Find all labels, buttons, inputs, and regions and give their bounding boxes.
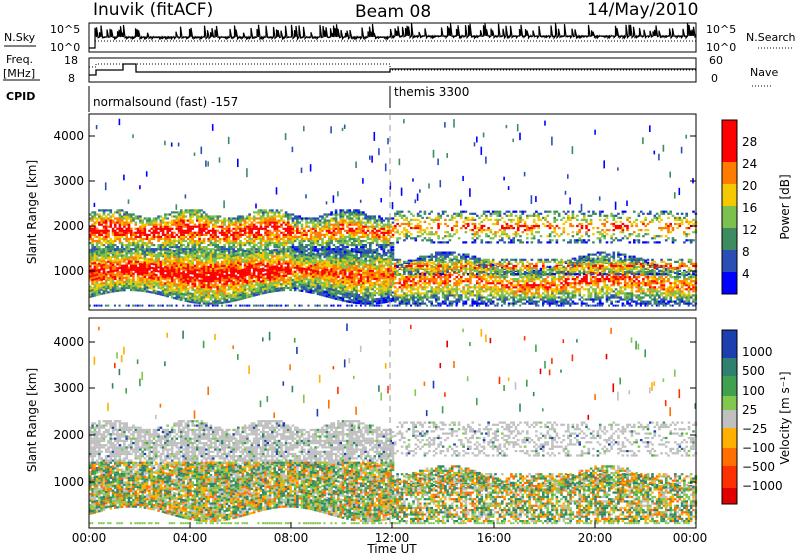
xtick-0400: 04:00 [173, 531, 208, 545]
power-cb-tick-28: 28 [742, 135, 757, 149]
power-colorbar: 4 8 12 16 20 24 28 Power [dB] [722, 120, 792, 294]
nave-tick-top: 60 [709, 54, 723, 67]
power-color-2 [722, 250, 737, 272]
nsky-panel: N.Sky 10^5 10^0 10^5 10^0 N.Search [4, 23, 796, 54]
velocity-colorbar-swatches [722, 330, 737, 504]
velocity-color-8 [722, 466, 737, 488]
velocity-ytick-3000: 3000 [53, 381, 84, 395]
velocity-ytick-2000: 2000 [53, 428, 84, 442]
power-cb-label: Power [dB] [778, 174, 792, 239]
xtick-2400: 00:00 [673, 531, 708, 545]
power-cb-tick-16: 16 [742, 201, 757, 215]
power-cb-tick-12: 12 [742, 223, 757, 237]
velocity-color-5 [722, 410, 737, 428]
velocity-ytick-1000: 1000 [53, 475, 84, 489]
power-cb-tick-4: 4 [742, 267, 750, 281]
velocity-color-6 [722, 428, 737, 448]
nave-tick-bottom: 0 [711, 72, 718, 85]
xtick-1600: 16:00 [477, 531, 512, 545]
power-panel: Slant Range [km] 1000 2000 3000 4000 [25, 114, 697, 310]
velocity-cb-tick-100: 100 [742, 384, 765, 398]
nsky-tick-bottom: 10^0 [50, 41, 80, 54]
velocity-cb-tick-neg500: −500 [742, 460, 775, 474]
beam-title: Beam 08 [355, 2, 431, 22]
velocity-cb-tick-1000: 1000 [742, 345, 773, 359]
nave-label: Nave [750, 66, 778, 79]
nsky-trace [89, 23, 697, 48]
power-ylabel: Slant Range [km] [25, 160, 39, 264]
velocity-color-7 [722, 448, 737, 466]
freq-tick-top: 18 [64, 54, 78, 67]
cpid-label: CPID [6, 90, 35, 103]
xtick-2000: 20:00 [578, 531, 613, 545]
power-colorbar-swatches [722, 120, 737, 294]
velocity-cb-tick-neg100: −100 [742, 441, 775, 455]
power-color-7 [722, 120, 737, 162]
power-cb-tick-24: 24 [742, 157, 757, 171]
freq-panel: Freq. [MHz] 18 8 60 0 Nave [3, 53, 778, 86]
velocity-ytick-4000: 4000 [53, 335, 84, 349]
xtick-0000: 00:00 [72, 531, 107, 545]
velocity-color-1 [722, 330, 737, 358]
velocity-color-9 [722, 488, 737, 504]
nsearch-tick-bottom: 10^0 [706, 41, 736, 54]
freq-label-line2: [MHz] [3, 67, 35, 80]
x-axis-label: Time UT [366, 542, 417, 554]
cpid-row: CPID normalsound (fast) -157 themis 3300 [6, 85, 469, 112]
station-title: Inuvik (fitACF) [93, 0, 213, 20]
power-echoes [89, 119, 697, 307]
velocity-ylabel: Slant Range [km] [25, 368, 39, 472]
velocity-colorbar: 1000 500 100 25 −25 −100 −500 −1000 Velo… [722, 330, 792, 504]
power-color-6 [722, 162, 737, 184]
power-cb-tick-8: 8 [742, 245, 750, 259]
power-color-5 [722, 184, 737, 206]
freq-tick-bottom: 8 [68, 72, 75, 85]
velocity-color-3 [722, 376, 737, 396]
power-ytick-4000: 4000 [53, 129, 84, 143]
power-ytick-3000: 3000 [53, 174, 84, 188]
nsky-label: N.Sky [4, 31, 36, 44]
x-axis: 00:00 04:00 08:00 12:00 16:00 20:00 00:0… [72, 522, 708, 554]
velocity-panel: Slant Range [km] 1000 2000 3000 4000 00:… [25, 318, 707, 554]
power-cb-tick-20: 20 [742, 179, 757, 193]
xtick-0800: 08:00 [274, 531, 309, 545]
nsky-tick-top: 10^5 [50, 23, 80, 36]
power-color-3 [722, 228, 737, 250]
power-color-1 [722, 272, 737, 294]
velocity-cb-tick-25: 25 [742, 403, 757, 417]
power-ytick-1000: 1000 [53, 264, 84, 278]
power-color-4 [722, 206, 737, 228]
power-ytick-2000: 2000 [53, 219, 84, 233]
velocity-color-2 [722, 358, 737, 376]
freq-label-line1: Freq. [6, 53, 33, 66]
velocity-cb-tick-neg1000: −1000 [742, 479, 783, 493]
nsearch-label: N.Search [746, 31, 796, 44]
velocity-cb-label: Velocity [m s⁻¹] [778, 371, 792, 464]
radar-summary-figure: Inuvik (fitACF) Beam 08 14/May/2010 N.Sk… [0, 0, 800, 554]
velocity-cb-tick-500: 500 [742, 364, 765, 378]
cpid-segment-1: normalsound (fast) -157 [93, 95, 238, 109]
velocity-echoes [89, 324, 697, 525]
cpid-segment-2: themis 3300 [394, 85, 469, 99]
velocity-color-4 [722, 396, 737, 410]
nsearch-tick-top: 10^5 [706, 23, 736, 36]
velocity-cb-tick-neg25: −25 [742, 422, 767, 436]
date-title: 14/May/2010 [587, 0, 699, 20]
